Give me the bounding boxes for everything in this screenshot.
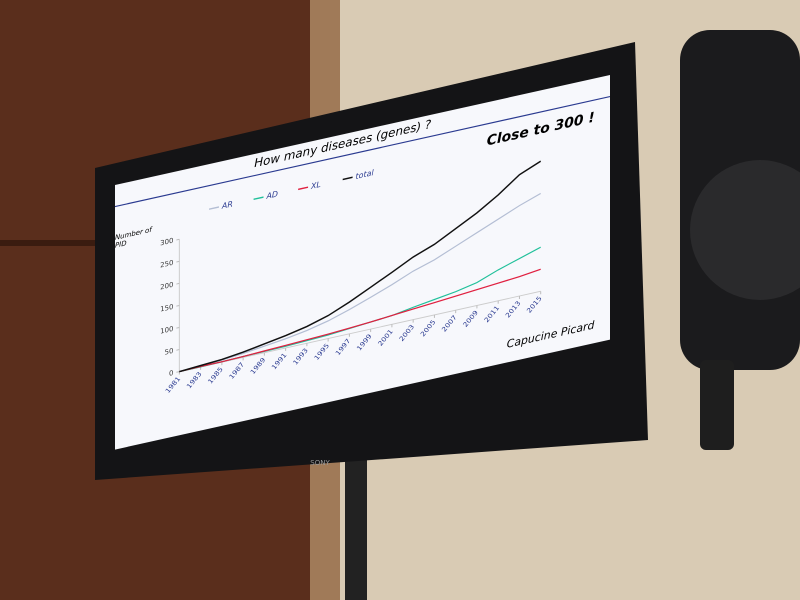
y-tick [176,282,180,285]
legend-label: total [356,168,375,181]
series-line [179,160,542,373]
y-tick-label: 300 [160,237,173,248]
y-tick [176,238,180,241]
y-tick-label: 0 [169,369,173,378]
y-tick [176,349,180,351]
y-tick [176,327,180,329]
y-tick-label: 100 [160,325,173,336]
legend-swatch [342,176,353,181]
x-axis [179,290,541,373]
legend-label: AD [265,189,278,201]
slide-bg [115,75,611,450]
y-tick [176,371,180,373]
legend-swatch [298,186,309,191]
legend-swatch [209,206,219,210]
y-tick [176,260,180,263]
y-tick-label: 50 [165,347,174,357]
series-line [179,268,541,373]
brand: SONY [310,459,330,467]
y-tick-label: 200 [160,281,173,292]
legend-label: AR [221,199,233,210]
y-tick-label: 250 [160,259,173,270]
phone [700,360,734,450]
y-tick [176,304,180,307]
tv-stand [345,460,367,600]
y-tick-label: 150 [160,303,173,314]
legend-label: XL [310,180,321,191]
title-rule [115,95,611,208]
series-line [179,192,541,373]
legend-swatch [253,196,264,201]
speaker-grille [690,160,800,300]
